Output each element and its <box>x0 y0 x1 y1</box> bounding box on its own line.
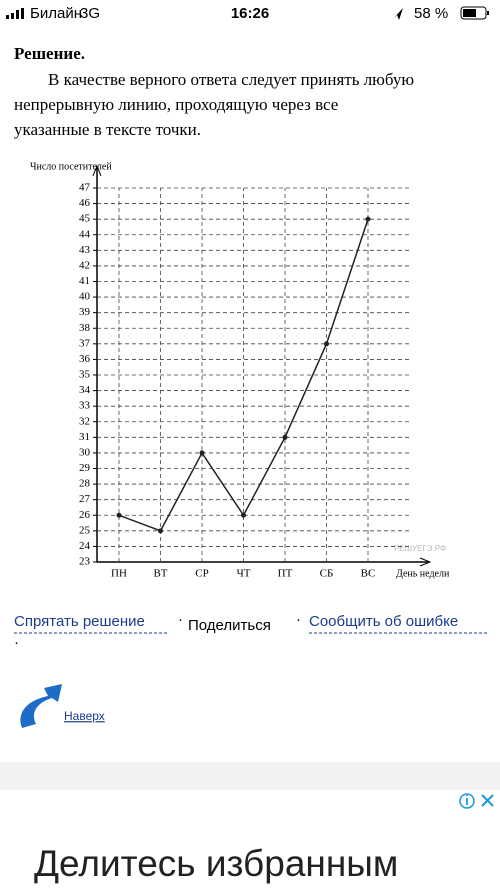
solution-text: непрерывную линию, проходящую через все <box>14 95 338 114</box>
y-tick-label: 41 <box>79 275 90 287</box>
hide-link[interactable]: Спрятать решение <box>14 613 145 630</box>
network: 3G <box>80 5 100 22</box>
y-tick-label: 33 <box>79 400 91 412</box>
y-tick-label: 37 <box>79 337 91 349</box>
y-tick-label: 29 <box>79 462 91 474</box>
solution-text: В качестве верного ответа следует принят… <box>48 70 414 89</box>
y-tick-label: 44 <box>79 228 91 240</box>
data-point <box>324 341 329 347</box>
y-tick-label: 32 <box>79 415 90 427</box>
x-tick-label: СР <box>195 568 208 580</box>
y-tick-label: 45 <box>79 213 91 225</box>
data-point <box>199 450 205 456</box>
y-tick-label: 43 <box>79 244 91 256</box>
time: 16:26 <box>231 5 269 22</box>
y-tick-label: 40 <box>79 291 91 303</box>
y-tick-label: 26 <box>79 509 91 521</box>
y-tick-label: 42 <box>79 259 90 271</box>
carrier: Билайн <box>30 5 82 22</box>
y-axis-arrow <box>92 164 102 177</box>
y-tick-label: 35 <box>79 369 91 381</box>
battery-icon <box>460 6 489 20</box>
x-tick-label: СБ <box>320 568 334 580</box>
share-link[interactable]: Поделиться <box>188 617 271 634</box>
top-link[interactable]: Наверх <box>64 709 105 723</box>
y-tick-label: 39 <box>79 306 91 318</box>
data-point <box>158 528 163 534</box>
y-tick-label: 27 <box>79 493 91 505</box>
x-tick-label: ПН <box>111 568 127 580</box>
y-tick-label: 25 <box>79 524 91 536</box>
y-tick-label: 28 <box>79 478 91 490</box>
separator: · <box>14 634 19 651</box>
y-tick-label: 36 <box>79 353 91 365</box>
x-tick-label: ВТ <box>154 568 168 580</box>
y-axis-label: Число посетителей <box>30 161 112 172</box>
chart: Число посетителей День недели РЕШУЕГЭ.РФ 23… <box>30 161 450 579</box>
y-tick-label: 34 <box>79 384 91 396</box>
y-tick-label: 31 <box>79 431 90 443</box>
ad-close-icon[interactable] <box>481 794 494 807</box>
y-tick-label: 38 <box>79 322 91 334</box>
location-icon <box>393 8 403 20</box>
data-point <box>241 512 246 518</box>
y-tick-label: 46 <box>79 197 91 209</box>
solution-text: указанные в тексте точки. <box>14 120 201 139</box>
separator: · <box>178 611 183 628</box>
x-tick-label: ЧТ <box>237 568 251 580</box>
x-tick-label: ПТ <box>278 568 293 580</box>
watermark: РЕШУЕГЭ.РФ <box>394 544 446 553</box>
ad-info-icon[interactable] <box>459 793 475 809</box>
x-tick-label: ВС <box>361 568 376 580</box>
battery-level: 58 % <box>414 5 448 22</box>
ad-title: Делитесь избранным <box>34 843 398 884</box>
y-tick-label: 24 <box>79 540 91 552</box>
x-axis-label: День недели <box>396 568 450 579</box>
data-point <box>116 512 122 518</box>
solution-heading: Решение. <box>14 44 85 63</box>
up-arrow-icon[interactable] <box>20 684 62 728</box>
data-point <box>282 434 288 440</box>
y-tick-label: 47 <box>79 182 91 194</box>
x-axis-arrow <box>419 557 432 567</box>
report-link[interactable]: Сообщить об ошибке <box>309 613 458 630</box>
ad-separator <box>0 762 500 790</box>
separator: · <box>296 611 301 628</box>
signal <box>6 8 24 19</box>
y-tick-label: 30 <box>79 446 91 458</box>
data-point <box>365 216 371 222</box>
y-tick-label: 23 <box>79 556 91 568</box>
